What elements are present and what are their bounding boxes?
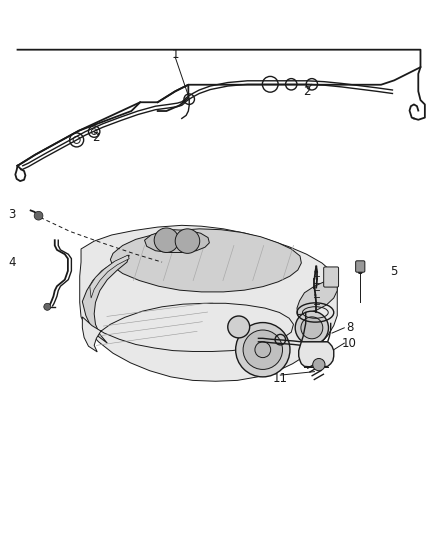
Polygon shape — [80, 225, 337, 381]
Circle shape — [34, 211, 43, 220]
Circle shape — [255, 342, 271, 358]
Text: 4: 4 — [8, 256, 16, 270]
Text: 5: 5 — [391, 265, 398, 278]
Text: 9: 9 — [262, 340, 270, 353]
Text: 7: 7 — [262, 327, 270, 340]
Polygon shape — [299, 342, 334, 367]
Circle shape — [295, 311, 328, 344]
Text: 2: 2 — [92, 131, 100, 144]
Circle shape — [301, 317, 323, 339]
Polygon shape — [90, 255, 129, 298]
Text: 8: 8 — [346, 321, 353, 334]
FancyBboxPatch shape — [356, 261, 365, 272]
Circle shape — [228, 316, 250, 338]
Circle shape — [313, 359, 325, 371]
Polygon shape — [82, 303, 293, 352]
Text: 3: 3 — [9, 208, 16, 221]
Polygon shape — [297, 280, 337, 314]
Text: 6: 6 — [236, 327, 244, 341]
FancyBboxPatch shape — [324, 267, 339, 287]
Circle shape — [175, 229, 200, 253]
Circle shape — [154, 228, 179, 253]
Circle shape — [236, 322, 290, 377]
Circle shape — [44, 303, 51, 310]
Circle shape — [243, 330, 283, 369]
Polygon shape — [110, 229, 301, 292]
Text: 11: 11 — [273, 372, 288, 385]
Text: 2: 2 — [303, 85, 311, 98]
Polygon shape — [145, 230, 209, 253]
Text: 10: 10 — [342, 337, 357, 350]
Polygon shape — [82, 255, 129, 343]
Text: 1: 1 — [171, 47, 179, 61]
